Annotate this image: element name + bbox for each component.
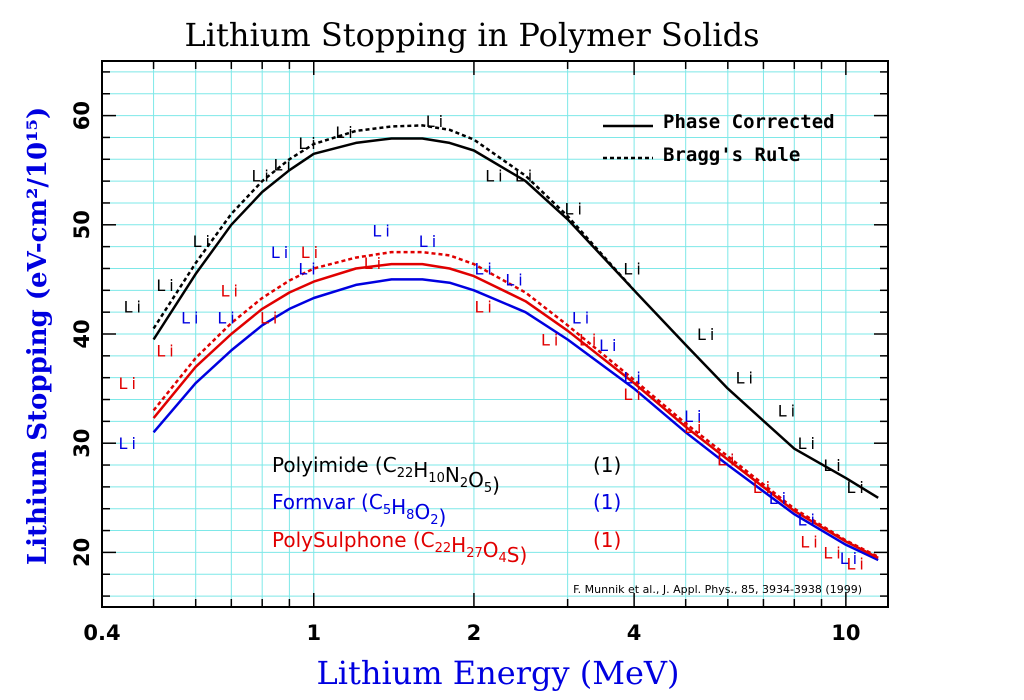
data-point-marker: Li bbox=[181, 309, 202, 328]
y-tick-label: 60 bbox=[70, 101, 94, 130]
data-point-marker: Li bbox=[753, 478, 774, 497]
legend-label-phase-corrected: Phase Corrected bbox=[663, 111, 835, 133]
data-point-marker: Li bbox=[426, 112, 447, 131]
data-point-marker: Li bbox=[769, 489, 790, 508]
data-point-marker: Li bbox=[823, 543, 844, 562]
data-point-marker: Li bbox=[372, 221, 393, 240]
data-point-marker: Li bbox=[119, 434, 140, 453]
data-point-marker: Li bbox=[274, 156, 295, 175]
data-point-marker: Li bbox=[260, 309, 281, 328]
data-point-marker: Li bbox=[193, 232, 214, 251]
data-point-marker: Li bbox=[736, 369, 757, 388]
data-point-marker: Li bbox=[798, 434, 819, 453]
data-point-marker: Li bbox=[419, 232, 440, 251]
material-reference: (1) bbox=[593, 453, 621, 477]
data-point-marker: Li bbox=[335, 123, 356, 142]
data-point-marker: Li bbox=[798, 511, 819, 530]
material-reference: (1) bbox=[593, 528, 621, 552]
data-point-marker: Li bbox=[364, 254, 385, 273]
series-line bbox=[152, 137, 879, 499]
data-point-marker: Li bbox=[475, 298, 496, 317]
data-point-marker: Li bbox=[505, 270, 526, 289]
legend: Phase Corrected Bragg's Rule bbox=[603, 111, 835, 166]
data-point-marker: Li bbox=[515, 167, 536, 186]
y-tick-label: 50 bbox=[70, 210, 94, 239]
material-reference: (1) bbox=[593, 490, 621, 514]
y-tick-label: 20 bbox=[70, 538, 94, 567]
chart-title: Lithium Stopping in Polymer Solids bbox=[185, 16, 760, 54]
data-point-marker: Li bbox=[684, 418, 705, 437]
y-tick-label: 40 bbox=[70, 319, 94, 348]
data-point-marker: Li bbox=[684, 407, 705, 426]
data-point-marker: Li bbox=[124, 298, 145, 317]
data-point-marker: Li bbox=[541, 330, 562, 349]
data-point-marker: Li bbox=[579, 330, 600, 349]
data-point-marker: Li bbox=[475, 259, 496, 278]
data-point-marker: Li bbox=[119, 374, 140, 393]
data-point-marker: Li bbox=[717, 451, 738, 470]
series-line bbox=[152, 124, 636, 330]
y-tick-labels: 20 30 40 50 60 bbox=[70, 101, 94, 567]
x-tick-label: 10 bbox=[831, 621, 860, 645]
data-point-marker: Li bbox=[221, 281, 242, 300]
series-line bbox=[152, 262, 879, 560]
data-point-marker: Li bbox=[298, 259, 319, 278]
x-tick-label: 0.4 bbox=[83, 621, 120, 645]
data-point-marker: Li bbox=[717, 451, 738, 470]
data-point-marker: Li bbox=[846, 478, 867, 497]
series-line bbox=[152, 278, 879, 562]
data-point-marker: Li bbox=[217, 309, 238, 328]
x-tick-label: 2 bbox=[467, 621, 482, 645]
material-labels: Polyimide (C22H10N2O5) (1) Formvar (C5H8O2… bbox=[272, 453, 621, 567]
material-label: PolySulphone (C22H27O4S) bbox=[272, 528, 527, 567]
data-point-marker: Li bbox=[301, 243, 322, 262]
x-tick-label: 4 bbox=[627, 621, 642, 645]
data-point-marker: Li bbox=[599, 336, 620, 355]
data-point-marker: Li bbox=[485, 167, 506, 186]
data-point-marker: Li bbox=[623, 369, 644, 388]
data-point-marker: Li bbox=[623, 259, 644, 278]
data-point-marker: Li bbox=[778, 401, 799, 420]
y-tick-label: 30 bbox=[70, 429, 94, 458]
grid bbox=[101, 61, 888, 607]
data-point-marker: Li bbox=[840, 549, 861, 568]
data-point-marker: Li bbox=[846, 554, 867, 573]
series-line bbox=[152, 250, 879, 558]
x-axis-label: Lithium Energy (MeV) bbox=[316, 654, 679, 692]
data-point-marker: Li bbox=[565, 199, 586, 218]
x-tick-labels: 0.4 1 2 4 10 bbox=[83, 621, 860, 645]
axis-ticks bbox=[101, 61, 888, 607]
data-point-marker: Li bbox=[800, 532, 821, 551]
data-point-marker: Li bbox=[271, 243, 292, 262]
data-point-marker: Li bbox=[156, 341, 177, 360]
material-label: Formvar (C5H8O2) bbox=[272, 490, 446, 529]
data-point-marker: Li bbox=[156, 276, 177, 295]
data-point-marker: Li bbox=[252, 167, 273, 186]
data-point-marker: Li bbox=[298, 134, 319, 153]
data-point-marker: Li bbox=[623, 385, 644, 404]
material-label: Polyimide (C22H10N2O5) bbox=[272, 453, 500, 497]
data-point-marker: Li bbox=[697, 325, 718, 344]
y-axis-label: Lithium Stopping (eV-cm²/10¹⁵) bbox=[23, 107, 53, 565]
data-point-marker: Li bbox=[572, 309, 593, 328]
x-tick-label: 1 bbox=[306, 621, 321, 645]
citation-annotation: F. Munnik et al., J. Appl. Phys., 85, 39… bbox=[573, 583, 862, 596]
legend-label-braggs-rule: Bragg's Rule bbox=[663, 144, 800, 166]
series-lines bbox=[152, 124, 879, 562]
data-point-marker: Li bbox=[823, 456, 844, 475]
